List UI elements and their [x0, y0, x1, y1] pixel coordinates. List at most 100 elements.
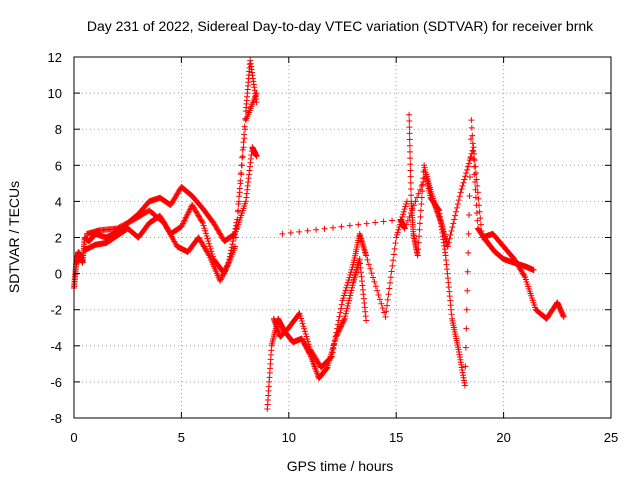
- data-point-marker: [313, 226, 320, 233]
- data-point-marker: [370, 274, 377, 281]
- data-point-marker: [217, 276, 224, 283]
- data-point-marker: [296, 228, 303, 235]
- data-point-marker: [345, 297, 352, 304]
- data-point-marker: [339, 319, 346, 326]
- data-point-marker: [332, 333, 339, 340]
- data-point-marker: [338, 322, 345, 329]
- data-point-marker: [341, 292, 348, 299]
- data-point-marker: [337, 323, 344, 330]
- y-axis-title: SDTVAR / TECUs: [6, 181, 22, 293]
- data-point-marker: [229, 241, 236, 248]
- data-point-marker: [239, 153, 246, 160]
- x-tick-label: 10: [282, 430, 296, 445]
- data-point-marker: [461, 382, 468, 389]
- data-point-marker: [406, 111, 413, 118]
- data-point-marker: [407, 179, 414, 186]
- data-point-marker: [474, 182, 481, 189]
- data-point-marker: [304, 336, 311, 343]
- data-point-marker: [461, 176, 468, 183]
- grid-layer: [74, 57, 611, 418]
- data-series: [279, 144, 567, 322]
- data-point-marker: [415, 246, 422, 253]
- data-point-marker: [287, 229, 294, 236]
- data-point-marker: [301, 325, 308, 332]
- data-point-marker: [445, 239, 452, 246]
- data-point-marker: [221, 268, 228, 275]
- data-point-marker: [344, 302, 351, 309]
- data-point-marker: [329, 349, 336, 356]
- data-point-marker: [464, 287, 471, 294]
- data-point-marker: [417, 213, 424, 220]
- data-point-marker: [472, 170, 479, 177]
- data-point-marker: [337, 309, 344, 316]
- data-point-marker: [375, 292, 382, 299]
- data-point-marker: [344, 282, 351, 289]
- data-point-marker: [376, 296, 383, 303]
- data-point-marker: [226, 253, 233, 260]
- y-tick-label: -4: [50, 339, 62, 354]
- data-point-marker: [415, 239, 422, 246]
- data-point-marker: [475, 195, 482, 202]
- data-point-marker: [304, 227, 311, 234]
- data-point-marker: [459, 182, 466, 189]
- data-point-marker: [466, 174, 473, 181]
- data-point-marker: [402, 203, 409, 210]
- data-point-marker: [239, 154, 246, 161]
- data-point-marker: [407, 173, 414, 180]
- data-point-marker: [444, 243, 451, 250]
- data-point-marker: [414, 252, 421, 259]
- data-point-marker: [340, 295, 347, 302]
- data-point-marker: [203, 232, 210, 239]
- data-point-marker: [368, 270, 375, 277]
- data-point-marker: [365, 261, 372, 268]
- data-point-marker: [363, 317, 370, 324]
- y-tick-label: 6: [55, 158, 62, 173]
- data-point-marker: [386, 285, 393, 292]
- data-point-marker: [378, 300, 385, 307]
- data-point-marker: [477, 215, 484, 222]
- data-point-marker: [394, 229, 401, 236]
- data-point-marker: [333, 329, 340, 336]
- data-point-marker: [302, 330, 309, 337]
- data-point-marker: [228, 244, 235, 251]
- x-axis-title: GPS time / hours: [287, 458, 394, 474]
- data-point-marker: [385, 291, 392, 298]
- data-point-marker: [279, 230, 286, 237]
- data-point-marker: [235, 200, 242, 207]
- data-point-marker: [363, 252, 370, 259]
- data-point-marker: [400, 211, 407, 218]
- data-point-marker: [457, 189, 464, 196]
- data-point-marker: [331, 341, 338, 348]
- data-point-marker: [341, 315, 348, 322]
- data-point-marker: [199, 218, 206, 225]
- x-tick-label: 25: [604, 430, 618, 445]
- data-point-marker: [228, 247, 235, 254]
- data-point-marker: [323, 365, 330, 372]
- data-point-marker: [239, 146, 246, 153]
- data-point-marker: [455, 197, 462, 204]
- data-point-marker: [560, 313, 567, 320]
- data-point-marker: [347, 292, 354, 299]
- data-point-marker: [298, 318, 305, 325]
- data-point-marker: [417, 186, 424, 193]
- data-point-marker: [447, 231, 454, 238]
- data-point-marker: [328, 353, 335, 360]
- data-point-marker: [242, 115, 249, 122]
- data-point-marker: [234, 216, 241, 223]
- data-point-marker: [306, 343, 313, 350]
- data-point-marker: [407, 210, 414, 217]
- data-point-marker: [231, 231, 238, 238]
- data-point-marker: [200, 222, 207, 229]
- data-point-marker: [220, 271, 227, 278]
- data-point-marker: [305, 341, 312, 348]
- data-point-marker: [477, 221, 484, 228]
- data-point-marker: [463, 170, 470, 177]
- data-point-marker: [363, 220, 370, 227]
- data-point-marker: [218, 273, 225, 280]
- data-point-marker: [301, 328, 308, 335]
- data-point-marker: [403, 200, 410, 207]
- data-point-marker: [240, 144, 247, 151]
- data-point-marker: [406, 130, 413, 137]
- data-point-marker: [473, 176, 480, 183]
